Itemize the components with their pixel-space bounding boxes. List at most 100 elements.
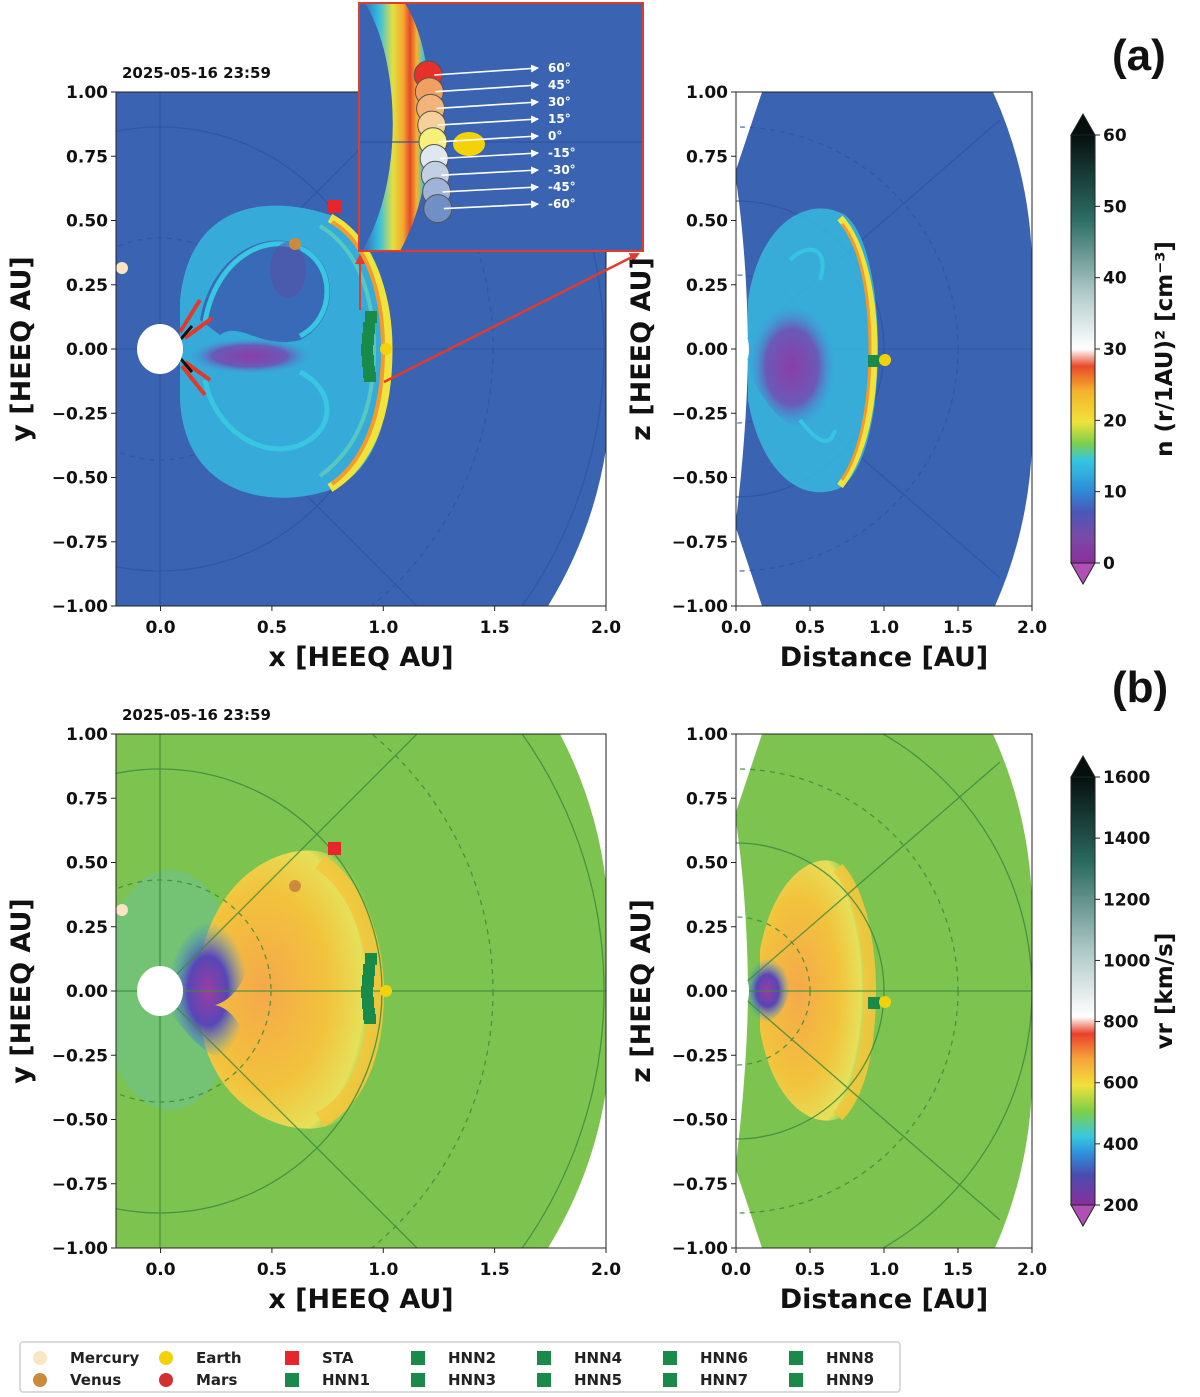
cme-fast-region: [200, 850, 382, 1129]
earth-marker: [879, 996, 891, 1008]
panel-label-a: (a): [1112, 31, 1166, 80]
panel-b-meridional-plot: [735, 733, 1033, 1249]
legend-marker: [159, 1373, 173, 1387]
legend-label: HNN5: [574, 1371, 622, 1389]
sun-inner-boundary: [736, 968, 749, 1014]
sun-inner-boundary: [137, 324, 183, 374]
x-tick-label: 1.5: [480, 618, 510, 638]
y-tick-label: −0.75: [672, 1175, 728, 1195]
inset-arrow: [438, 132, 539, 143]
y-tick-label: 0.75: [66, 789, 108, 809]
legend-label: Mercury: [70, 1349, 139, 1367]
y-tick-label: 0.75: [66, 147, 108, 167]
density-cavity-upper: [270, 242, 306, 298]
x-tick-label: 2.0: [591, 618, 621, 638]
inset-earth-marker: [453, 132, 485, 156]
y-tick-label: −0.50: [672, 1111, 728, 1131]
legend-label: HNN2: [448, 1349, 496, 1367]
mercury-marker: [116, 262, 128, 274]
x-tick-label: 1.0: [869, 618, 899, 638]
legend-label: Earth: [196, 1349, 242, 1367]
sun-inner-boundary: [137, 966, 183, 1016]
y-tick-label: −1.00: [672, 1239, 728, 1259]
near-sun-streaks: [178, 298, 214, 397]
inset-arrow: [440, 149, 539, 160]
polar-grid: [736, 734, 1032, 1248]
legend-label: STA: [322, 1349, 354, 1367]
colorbar-density-label: n (r/1AU)² [cm⁻³]: [1152, 241, 1178, 457]
earth-marker: [879, 354, 891, 366]
panel-label-b: (b): [1112, 663, 1168, 712]
inset-latitude-label: 15°: [548, 112, 571, 126]
inset-arrow: [441, 166, 539, 176]
y-tick-label: −1.00: [672, 597, 728, 617]
earth-marker: [380, 343, 392, 355]
sta-marker: [328, 842, 341, 855]
colorbar-tick-label: 50: [1103, 197, 1127, 217]
x-tick-label: 1.0: [869, 1260, 899, 1280]
x-tick-label: 0.0: [721, 618, 751, 638]
x-tick-label: 1.5: [480, 1260, 510, 1280]
earth-marker: [380, 985, 392, 997]
y-tick-label: −0.50: [52, 469, 108, 489]
cme-front: [837, 215, 878, 489]
y-tick-label: −0.25: [672, 1046, 728, 1066]
ylabel-b-right: z [HEEQ AU]: [626, 899, 657, 1083]
y-tick-label: 0.00: [686, 340, 728, 360]
y-tick-label: 0.00: [66, 340, 108, 360]
colorbar-tick-label: 30: [1103, 340, 1127, 360]
y-tick-label: 0.50: [66, 854, 108, 874]
legend-label: Mars: [196, 1371, 237, 1389]
colorbar-velocity: [1070, 754, 1096, 1228]
y-tick-label: −0.25: [52, 404, 108, 424]
y-tick-label: 0.00: [686, 982, 728, 1002]
near-sun-dark-streaks: [178, 325, 194, 373]
x-tick-label: 2.0: [1017, 618, 1047, 638]
panel-a-meridional-plot: [735, 91, 1033, 607]
legend-marker: [33, 1373, 47, 1387]
colorbar-tick-label: 600: [1103, 1074, 1139, 1094]
y-tick-label: −0.25: [672, 404, 728, 424]
ylabel-b-left: y [HEEQ AU]: [6, 898, 37, 1084]
cme-inner-loop-rim: [202, 241, 330, 339]
x-tick-label: 0.5: [795, 618, 825, 638]
y-tick-label: 0.50: [686, 212, 728, 232]
inset-arrow: [443, 200, 539, 210]
legend-label: HNN1: [322, 1371, 370, 1389]
legend-label: Venus: [70, 1371, 121, 1389]
x-tick-label: 1.0: [368, 618, 398, 638]
colorbar-tick-label: 0: [1103, 554, 1115, 574]
ylabel-a-left: y [HEEQ AU]: [6, 256, 37, 442]
colorbar-density: [1070, 112, 1096, 586]
cme-cavity: [748, 303, 836, 430]
ylabel-a-right: z [HEEQ AU]: [626, 257, 657, 441]
inset-latitude-label: 60°: [548, 61, 571, 75]
legend-marker: [537, 1351, 551, 1365]
panel-b-equatorial-plot: [115, 733, 607, 1249]
tick-labels: 0.0 0.5 1.0 1.5 2.0 1.00 0.75 0.50 0.25 0.00 −0.25…: [52, 83, 1047, 1280]
density-cavity: [188, 338, 312, 374]
xlabel-b-left: x [HEEQ AU]: [268, 1284, 453, 1315]
legend-marker: [537, 1373, 551, 1387]
x-tick-label: 0.0: [145, 1260, 175, 1280]
xlabel-b-right: Distance [AU]: [780, 1284, 988, 1315]
colorbar-tick-label: 1000: [1103, 951, 1150, 971]
inset-arrow: [442, 183, 539, 193]
mercury-marker: [116, 904, 128, 916]
colorbar-tick-label: 400: [1103, 1135, 1139, 1155]
y-tick-label: 1.00: [686, 83, 728, 103]
y-tick-label: 0.25: [66, 918, 108, 938]
inset-zoom: 60° 45° 30° 15° 0° -15° -30° -45° -60°: [358, 2, 644, 252]
cme-front-core: [840, 223, 872, 481]
xlabel-a-left: x [HEEQ AU]: [268, 642, 453, 673]
legend-label: HNN6: [700, 1349, 748, 1367]
inset-arrow: [436, 98, 539, 110]
y-tick-label: 0.25: [686, 918, 728, 938]
y-tick-label: −0.75: [52, 1175, 108, 1195]
colorbar-tick-label: 20: [1103, 411, 1127, 431]
legend-box: [19, 1341, 901, 1393]
colorbar-tick-label: 800: [1103, 1013, 1139, 1033]
hnn-marker: [868, 355, 880, 367]
cme-inner-structure: [788, 247, 837, 443]
y-tick-label: −0.50: [672, 469, 728, 489]
